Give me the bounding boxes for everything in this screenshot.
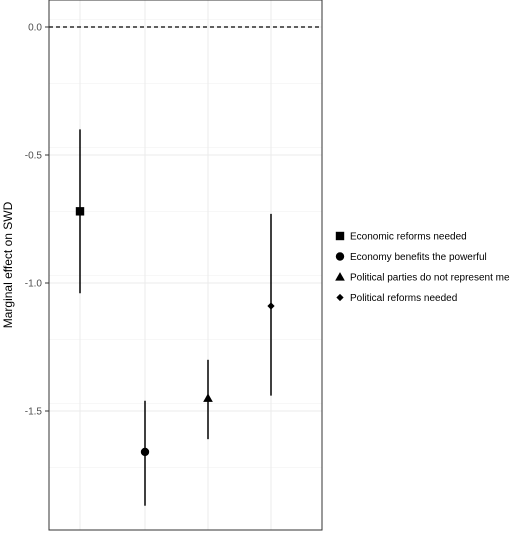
- legend-key-circle: [335, 252, 345, 261]
- y-tick-label: -1.5: [25, 407, 43, 418]
- y-tick-label: -0.5: [25, 151, 43, 162]
- y-tick-label: -1.0: [25, 279, 43, 290]
- legend-label: Political parties do not represent me: [350, 273, 510, 284]
- panel-border: [48, 0, 323, 531]
- point-circle-2: [140, 447, 150, 457]
- legend-key-triangle: [335, 272, 345, 281]
- y-axis-title: Marginal effect on SWD: [1, 201, 15, 328]
- panel-background: [49, 0, 322, 530]
- legend-label: Economic reforms needed: [350, 232, 467, 243]
- minor-gridlines: [49, 19, 322, 468]
- point-diamond-4: [267, 302, 275, 310]
- legend-label: Political reforms needed: [350, 293, 457, 304]
- y-tick-label: 0.0: [28, 23, 42, 34]
- legend-label: Economy benefits the powerful: [350, 252, 487, 263]
- point-square-1: [75, 207, 85, 216]
- y-axis-ticks: 0.0 -0.5 -1.0 -1.5: [25, 23, 49, 418]
- legend-key-square: [335, 231, 345, 241]
- legend-key-diamond: [336, 293, 344, 302]
- point-triangle-3: [203, 393, 213, 402]
- legend: Economic reforms needed Economy benefits …: [335, 231, 510, 304]
- plot-marks: [75, 129, 275, 506]
